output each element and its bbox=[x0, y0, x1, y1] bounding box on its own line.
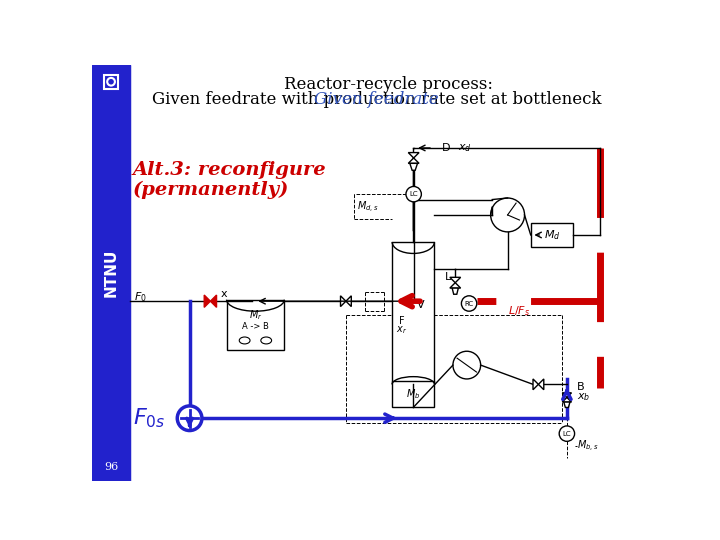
Polygon shape bbox=[539, 379, 544, 390]
Text: LC: LC bbox=[410, 191, 418, 197]
Polygon shape bbox=[450, 283, 461, 288]
Polygon shape bbox=[450, 278, 461, 283]
Text: F: F bbox=[399, 316, 405, 326]
Polygon shape bbox=[408, 158, 419, 164]
Text: Given feedrate: Given feedrate bbox=[315, 91, 439, 108]
Text: $x_r$: $x_r$ bbox=[396, 324, 408, 336]
Text: (permanently): (permanently) bbox=[132, 180, 289, 199]
Text: $F_{0s}$: $F_{0s}$ bbox=[132, 406, 165, 429]
Text: $M_{b,s}$: $M_{b,s}$ bbox=[577, 438, 598, 454]
Polygon shape bbox=[562, 393, 572, 397]
Text: $x_b$: $x_b$ bbox=[577, 392, 590, 403]
Polygon shape bbox=[408, 153, 419, 158]
Circle shape bbox=[559, 426, 575, 441]
Text: $M_d$: $M_d$ bbox=[544, 228, 560, 242]
Polygon shape bbox=[452, 288, 459, 294]
Text: $L/F_s$: $L/F_s$ bbox=[508, 305, 530, 318]
Text: Given feedrate with production rate set at bottleneck: Given feedrate with production rate set … bbox=[152, 91, 601, 108]
Bar bbox=[104, 75, 118, 89]
Text: V: V bbox=[417, 300, 425, 310]
Text: $x_d$: $x_d$ bbox=[457, 142, 472, 154]
Circle shape bbox=[490, 198, 525, 232]
Text: $M_{d,s}$: $M_{d,s}$ bbox=[357, 200, 379, 215]
Bar bbox=[92, 65, 130, 481]
Bar bbox=[392, 381, 434, 408]
Polygon shape bbox=[346, 296, 351, 307]
Circle shape bbox=[177, 406, 202, 430]
Circle shape bbox=[453, 351, 481, 379]
Circle shape bbox=[462, 296, 477, 311]
Text: x: x bbox=[220, 289, 227, 299]
Text: B: B bbox=[577, 382, 585, 392]
Text: L: L bbox=[444, 272, 451, 281]
Text: NTNU: NTNU bbox=[104, 248, 119, 297]
Polygon shape bbox=[564, 402, 570, 408]
Text: Alt.3: reconfigure: Alt.3: reconfigure bbox=[132, 161, 326, 179]
Text: RC: RC bbox=[464, 300, 474, 307]
Text: LC: LC bbox=[562, 430, 571, 437]
Circle shape bbox=[406, 186, 421, 202]
Polygon shape bbox=[533, 379, 539, 390]
Polygon shape bbox=[410, 164, 418, 170]
Polygon shape bbox=[210, 295, 217, 307]
Bar bbox=[392, 242, 434, 384]
Polygon shape bbox=[341, 296, 346, 307]
Text: $F_0$: $F_0$ bbox=[134, 291, 147, 304]
Bar bbox=[531, 222, 573, 247]
Text: Reactor-recycle process:: Reactor-recycle process: bbox=[284, 76, 492, 93]
Text: $M_b$: $M_b$ bbox=[406, 387, 420, 401]
Polygon shape bbox=[204, 295, 210, 307]
Polygon shape bbox=[562, 397, 572, 402]
Text: $M_r$: $M_r$ bbox=[248, 308, 262, 322]
Text: A -> B: A -> B bbox=[242, 322, 269, 331]
Text: D: D bbox=[442, 143, 451, 153]
Bar bbox=[227, 300, 284, 350]
Text: 96: 96 bbox=[104, 462, 118, 472]
